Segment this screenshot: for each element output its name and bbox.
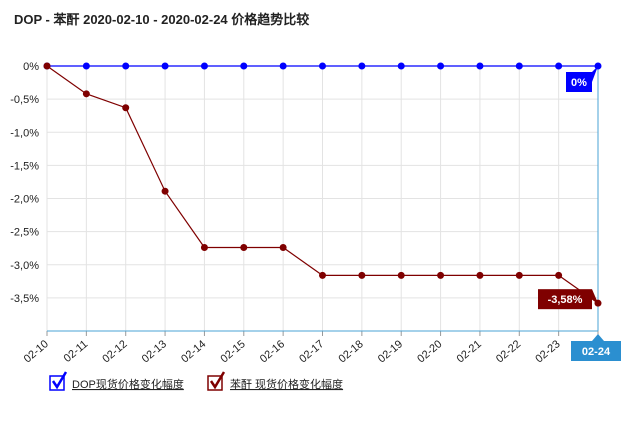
x-tick-label: 02-19: [376, 338, 405, 365]
x-tick-label: 02-17: [297, 338, 326, 365]
x-tick-label: 02-23: [533, 338, 562, 365]
chart-title: DOP - 苯酐 2020-02-10 - 2020-02-24 价格趋势比较: [14, 12, 309, 27]
x-tick-label: 02-14: [179, 338, 208, 365]
value-label: 0%: [571, 77, 587, 89]
point: [122, 62, 130, 70]
point: [555, 62, 563, 70]
point: [161, 62, 169, 70]
x-highlight-pointer: [592, 334, 604, 341]
x-tick-label: 02-15: [218, 338, 247, 365]
legend-label: DOP现货价格变化幅度: [72, 377, 184, 391]
y-tick-label: 0%: [23, 61, 39, 73]
point: [82, 62, 90, 70]
x-tick-label: 02-18: [337, 338, 366, 365]
point: [240, 244, 248, 252]
y-tick-label: -1,5%: [10, 160, 39, 172]
legend-check: [209, 371, 226, 390]
point: [437, 62, 445, 70]
legend-item[interactable]: 苯酐 现货价格变化幅度: [207, 371, 343, 391]
point: [279, 244, 287, 252]
legend-item[interactable]: DOP现货价格变化幅度: [49, 371, 184, 391]
value-label-pointer: [592, 66, 598, 82]
x-tick-label: 02-16: [258, 338, 287, 365]
point: [319, 271, 326, 279]
point: [122, 104, 130, 112]
x-tick-label: 02-10: [22, 338, 51, 365]
point: [476, 271, 484, 279]
y-tick-label: -0,5%: [10, 94, 39, 106]
legend-label: 苯酐 现货价格变化幅度: [230, 377, 343, 391]
point: [476, 62, 484, 70]
point: [200, 244, 208, 252]
point: [240, 62, 248, 70]
value-label: -3,58%: [548, 294, 583, 306]
point: [43, 62, 51, 70]
value-label-box: [538, 289, 592, 310]
legend-check: [51, 371, 68, 390]
point: [200, 62, 208, 70]
point: [397, 271, 405, 279]
value-label-box: [566, 72, 592, 92]
x-tick-label: 02-13: [140, 338, 169, 365]
x-tick-label: 02-20: [415, 338, 444, 365]
x-tick-label: 02-24: [582, 346, 611, 358]
y-tick-label: -2,0%: [10, 194, 39, 206]
y-tick-label: -1,0%: [10, 127, 39, 139]
x-tick-label: 02-22: [494, 338, 523, 365]
y-tick-label: -3,0%: [10, 260, 39, 272]
y-tick-label: -3,5%: [10, 293, 39, 305]
x-tick-label: 02-12: [100, 338, 129, 365]
y-tick-label: -2,5%: [10, 227, 39, 239]
point: [397, 62, 405, 70]
point: [358, 62, 366, 70]
point: [319, 62, 326, 70]
point: [358, 271, 366, 279]
value-label-pointer: [592, 289, 598, 304]
point: [437, 271, 445, 279]
point: [515, 271, 523, 279]
point: [279, 62, 287, 70]
point: [515, 62, 523, 70]
x-tick-label: 02-11: [62, 338, 91, 365]
point: [161, 187, 169, 195]
x-highlight: [571, 341, 621, 361]
x-tick-label: 02-21: [455, 338, 484, 365]
point: [82, 90, 90, 98]
point: [555, 271, 563, 279]
